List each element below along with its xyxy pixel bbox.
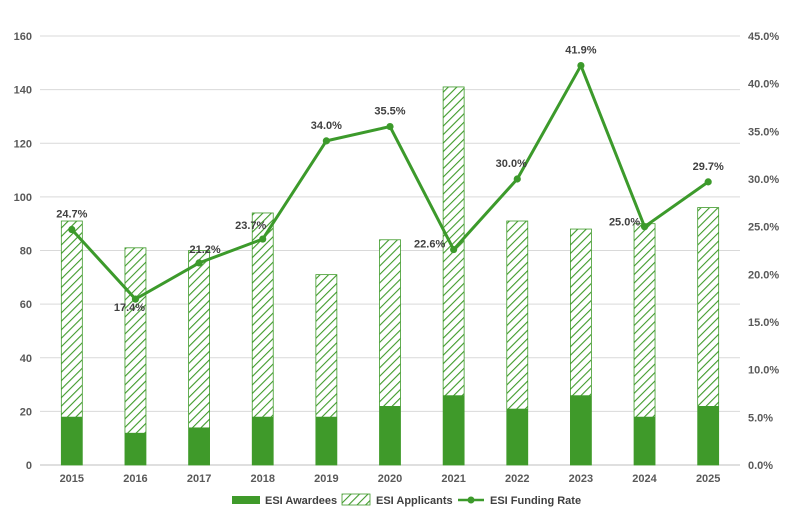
funding-rate-data-label: 41.9%	[565, 45, 596, 57]
funding-rate-point	[450, 245, 458, 254]
funding-rate-data-label: 34.0%	[311, 120, 342, 132]
bar-awardees	[697, 406, 719, 465]
funding-rate-data-label: 17.4%	[114, 302, 145, 314]
y-right-tick-label: 30.0%	[748, 174, 779, 186]
x-tick-label: 2020	[378, 473, 402, 485]
funding-rate-line	[68, 61, 712, 303]
bar-awardees	[61, 416, 83, 465]
axis-labels: 0 20 40 60 80 100 120 140 160 0.0% 5.0% 10.0% 15.0% 2…	[14, 31, 780, 485]
y-left-tick-label: 160	[14, 31, 32, 43]
bar-awardees	[188, 427, 210, 465]
legend-label-funding-rate: ESI Funding Rate	[490, 495, 581, 507]
x-tick-label: 2017	[187, 473, 211, 485]
funding-rate-point	[195, 259, 203, 267]
bar-awardees	[570, 395, 592, 465]
x-tick-label: 2025	[696, 473, 720, 485]
x-tick-label: 2016	[123, 473, 147, 485]
y-right-tick-label: 10.0%	[748, 365, 779, 377]
funding-rate-data-label: 24.7%	[56, 209, 87, 221]
y-right-tick-label: 0.0%	[748, 460, 773, 472]
funding-rate-data-label: 30.0%	[496, 158, 527, 170]
bar-awardees	[252, 416, 274, 465]
bar-awardees	[634, 416, 656, 465]
funding-rate-point	[704, 178, 712, 186]
y-left-tick-label: 100	[14, 192, 32, 204]
bar-awardees	[443, 395, 465, 465]
bars	[60, 86, 720, 466]
funding-rate-data-label: 25.0%	[609, 217, 640, 229]
y-right-tick-label: 35.0%	[748, 126, 779, 138]
bar-awardees	[124, 432, 146, 465]
bar-awardees	[315, 416, 337, 465]
legend-label-applicants: ESI Applicants	[376, 495, 453, 507]
x-tick-label: 2023	[569, 473, 593, 485]
data-labels: 24.7% 17.4% 21.2% 23.7% 34.0% 35.5% 22.6% 30.0%…	[56, 45, 724, 315]
legend-swatch-awardees	[232, 496, 260, 504]
y-left-tick-label: 140	[14, 85, 32, 97]
bar-applicants	[124, 247, 147, 466]
y-right-tick-label: 40.0%	[748, 79, 779, 91]
x-tick-label: 2019	[314, 473, 338, 485]
funding-rate-data-label: 21.2%	[189, 244, 220, 256]
bar-awardees	[506, 408, 528, 465]
y-left-tick-label: 40	[20, 353, 32, 365]
funding-rate-point	[386, 122, 394, 131]
y-right-tick-label: 15.0%	[748, 317, 779, 329]
x-tick-label: 2022	[505, 473, 529, 485]
funding-rate-data-label: 29.7%	[693, 161, 724, 173]
y-left-tick-label: 120	[14, 138, 32, 150]
x-tick-label: 2018	[250, 473, 274, 485]
y-right-tick-label: 20.0%	[748, 269, 779, 281]
legend-swatch-applicants	[341, 493, 371, 506]
funding-rate-data-label: 22.6%	[414, 239, 445, 251]
legend-marker-funding-rate	[467, 496, 475, 504]
funding-rate-data-label: 23.7%	[235, 220, 266, 232]
y-left-tick-label: 20	[20, 406, 32, 418]
y-left-tick-label: 60	[20, 299, 32, 311]
funding-rate-point	[640, 223, 649, 231]
funding-rate-point	[259, 235, 267, 243]
bar-awardees	[379, 406, 401, 465]
legend-label-awardees: ESI Awardees	[265, 495, 337, 507]
legend: ESI Awardees ESI Applicants ESI Funding …	[232, 493, 581, 507]
funding-rate-point	[131, 295, 140, 303]
y-left-tick-label: 0	[26, 460, 32, 472]
funding-rate-point	[322, 137, 330, 145]
funding-rate-data-label: 35.5%	[374, 106, 405, 118]
funding-rate-point	[577, 61, 585, 70]
y-left-tick-label: 80	[20, 246, 32, 258]
y-right-tick-label: 5.0%	[748, 412, 773, 424]
y-right-tick-label: 45.0%	[748, 31, 779, 43]
y-right-tick-label: 25.0%	[748, 222, 779, 234]
x-tick-label: 2015	[60, 473, 84, 485]
funding-rate-point	[68, 225, 76, 234]
x-tick-label: 2021	[441, 473, 465, 485]
funding-rate-point	[513, 175, 521, 183]
x-tick-label: 2024	[632, 473, 657, 485]
